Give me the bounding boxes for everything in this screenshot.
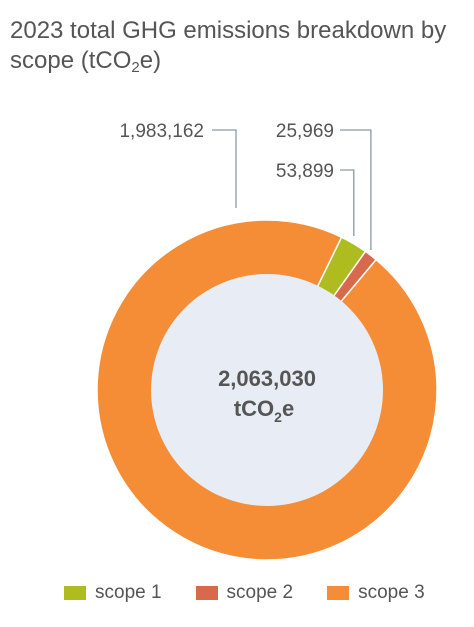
chart-title: 2023 total GHG emissions breakdown by sc…: [10, 16, 470, 76]
value-label-scope-3: 1,983,162: [119, 121, 204, 142]
legend-swatch-scope-1: [64, 586, 86, 600]
legend: scope 1 scope 2 scope 3: [64, 582, 425, 604]
center-unit-main: tCO: [234, 396, 274, 421]
donut-chart: 53,899 25,969 1,983,162 2,063,030 tCO2e: [96, 121, 438, 561]
donut-center: [151, 274, 383, 506]
leader-scope-2: [340, 129, 372, 250]
leader-scope-1: [340, 169, 355, 236]
legend-swatch-scope-2: [195, 586, 218, 600]
center-total-value: 2,063,030: [218, 366, 316, 391]
chart-title-end: e): [139, 47, 162, 74]
legend-item-scope-1: scope 1: [64, 582, 162, 604]
leader-scope-3: [212, 129, 237, 208]
center-unit-end: e: [282, 396, 294, 421]
legend-label-scope-3: scope 3: [358, 582, 425, 603]
center-unit-subscript: 2: [274, 409, 282, 425]
legend-item-scope-2: scope 2: [195, 582, 294, 604]
callout-leaders: 53,899 25,969 1,983,162: [119, 121, 372, 250]
value-label-scope-1: 53,899: [276, 161, 334, 182]
chart-title-main: 2023 total GHG emissions breakdown by sc…: [10, 17, 447, 74]
legend-swatch-scope-3: [327, 586, 350, 600]
value-label-scope-2: 25,969: [276, 121, 334, 142]
chart-title-subscript: 2: [131, 59, 140, 76]
legend-label-scope-2: scope 2: [226, 582, 294, 603]
center-unit: tCO2e: [234, 396, 294, 425]
legend-item-scope-3: scope 3: [327, 582, 425, 604]
legend-label-scope-1: scope 1: [95, 582, 162, 603]
